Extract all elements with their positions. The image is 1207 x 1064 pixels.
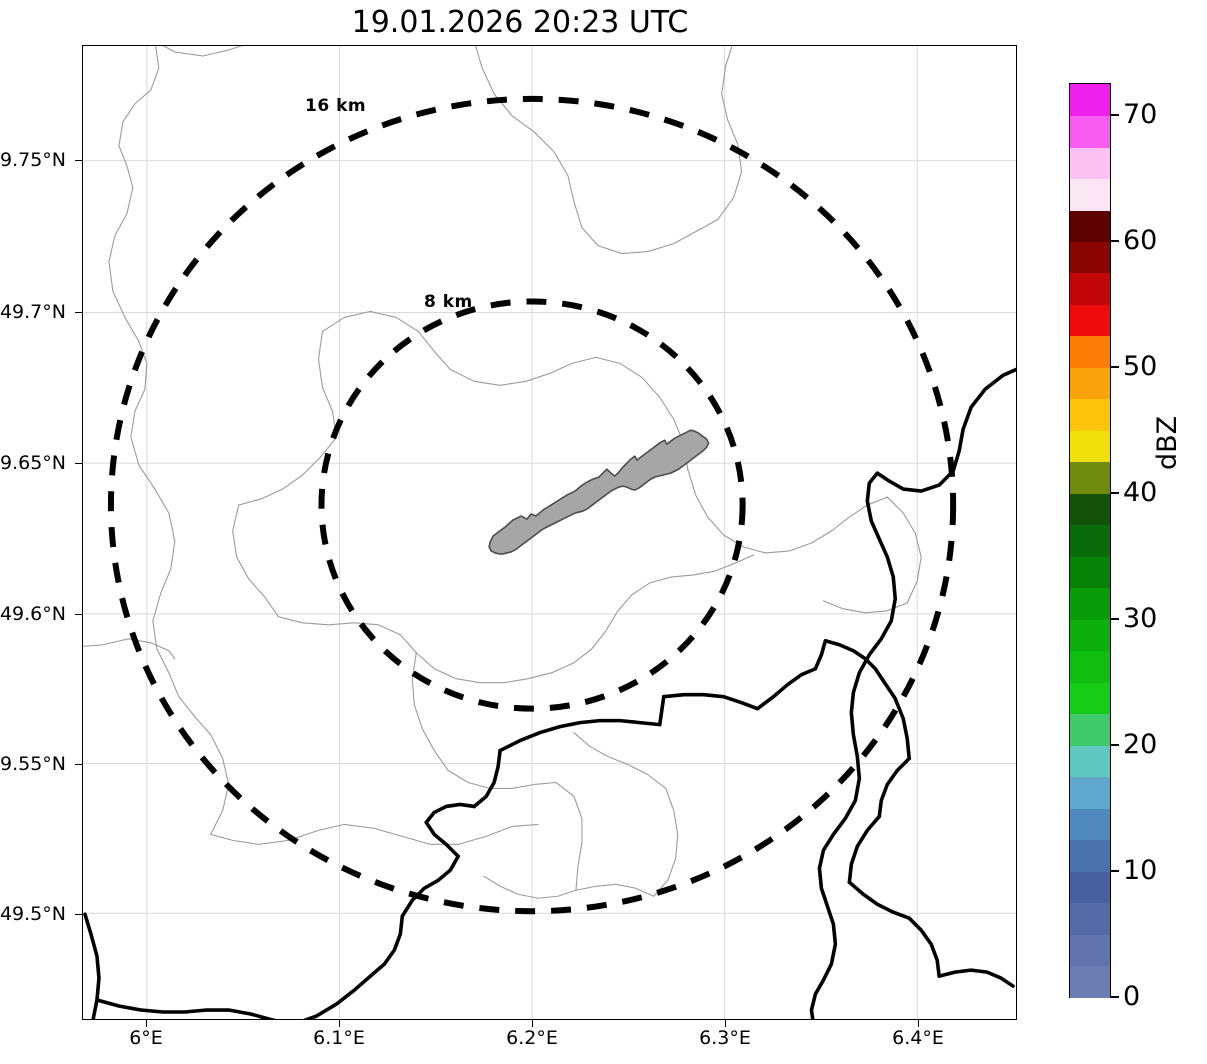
colorbar-band [1070, 808, 1110, 841]
x-tick-label: 6.4°E [892, 1027, 944, 1049]
x-tick-label: 6.2°E [506, 1027, 558, 1049]
city-polygon [488, 429, 710, 555]
range-ring-8km [318, 298, 746, 712]
colorbar-tick-label: 30 [1123, 603, 1158, 635]
y-tick-label: 49.55°N [0, 753, 66, 775]
x-tick-label: 6.1°E [313, 1027, 365, 1049]
y-tick-mark [75, 914, 82, 916]
colorbar-tick-mark [1110, 492, 1119, 494]
y-tick-mark [75, 160, 82, 162]
colorbar-tick-label: 0 [1123, 981, 1141, 1012]
x-tick-mark [532, 1020, 534, 1027]
colorbar-band [1070, 430, 1110, 463]
colorbar-tick-layer: 0 10 20 30 40 50 60 70 [1069, 83, 1207, 1010]
colorbar-tick-label: 70 [1123, 99, 1158, 131]
x-tick-label: 6.3°E [699, 1027, 751, 1049]
x-tick-mark [146, 1020, 148, 1027]
y-tick-label: 49.5°N [0, 903, 66, 925]
colorbar-band [1070, 556, 1110, 589]
colorbar-band [1070, 178, 1110, 211]
colorbar-tick-mark [1110, 744, 1119, 746]
y-tick-label: 49.65°N [0, 452, 66, 474]
colorbar-title: dBZ [1152, 415, 1183, 470]
map-axes[interactable] [82, 45, 1017, 1020]
colorbar-band [1070, 682, 1110, 715]
colorbar-band [1070, 871, 1110, 904]
range-ring-label-16km: 16 km [305, 96, 367, 116]
colorbar-band [1070, 745, 1110, 778]
colorbar-band [1070, 272, 1110, 305]
colorbar-band [1070, 934, 1110, 967]
colorbar-band [1070, 304, 1110, 337]
x-tick-mark [339, 1020, 341, 1027]
colorbar-band [1070, 493, 1110, 526]
range-ring-16km [107, 95, 957, 915]
colorbar-band [1070, 619, 1110, 652]
colorbar-tick-mark [1110, 366, 1119, 368]
colorbar-band [1070, 398, 1110, 431]
colorbar-tick-label: 40 [1123, 477, 1158, 509]
national-border [83, 367, 1016, 1019]
colorbar-band [1070, 713, 1110, 746]
colorbar-tick-mark [1110, 870, 1119, 872]
x-tick-mark [918, 1020, 920, 1027]
y-tick-mark [75, 312, 82, 314]
colorbar-tick-mark [1110, 240, 1119, 242]
y-tick-mark [75, 463, 82, 465]
colorbar-tick-label: 10 [1123, 855, 1158, 887]
x-tick-mark [725, 1020, 727, 1027]
colorbar[interactable] [1069, 83, 1111, 998]
colorbar-band [1070, 146, 1110, 180]
colorbar-band [1070, 902, 1110, 935]
colorbar-band [1070, 335, 1110, 368]
colorbar-band [1070, 241, 1110, 274]
colorbar-band [1070, 84, 1110, 117]
y-tick-mark [75, 614, 82, 616]
colorbar-tick-label: 60 [1123, 225, 1158, 257]
y-tick-label: 49.75°N [0, 149, 66, 171]
colorbar-band [1070, 461, 1110, 494]
colorbar-band [1070, 209, 1110, 242]
colorbar-tick-label: 20 [1123, 729, 1158, 761]
commune-boundaries [83, 46, 922, 899]
page-title: 19.01.2026 20:23 UTC [351, 5, 689, 40]
colorbar-band [1070, 965, 1110, 998]
y-tick-mark [75, 764, 82, 766]
map-canvas [83, 46, 1016, 1019]
colorbar-band [1070, 367, 1110, 400]
colorbar-tick-mark [1110, 618, 1119, 620]
colorbar-band [1070, 650, 1110, 683]
colorbar-tick-mark [1110, 114, 1119, 117]
colorbar-band [1070, 524, 1110, 557]
colorbar-band [1070, 839, 1110, 872]
colorbar-band [1070, 587, 1110, 620]
x-tick-label: 6°E [129, 1027, 163, 1049]
colorbar-tick-mark [1110, 996, 1119, 998]
colorbar-band [1070, 776, 1110, 809]
y-tick-label: 49.6°N [0, 603, 66, 625]
colorbar-band [1070, 115, 1110, 148]
gridlines [83, 46, 1016, 1019]
range-rings [107, 95, 957, 915]
colorbar-tick-label: 50 [1123, 351, 1158, 383]
range-ring-label-8km: 8 km [424, 292, 473, 312]
y-tick-label: 49.7°N [0, 301, 66, 323]
